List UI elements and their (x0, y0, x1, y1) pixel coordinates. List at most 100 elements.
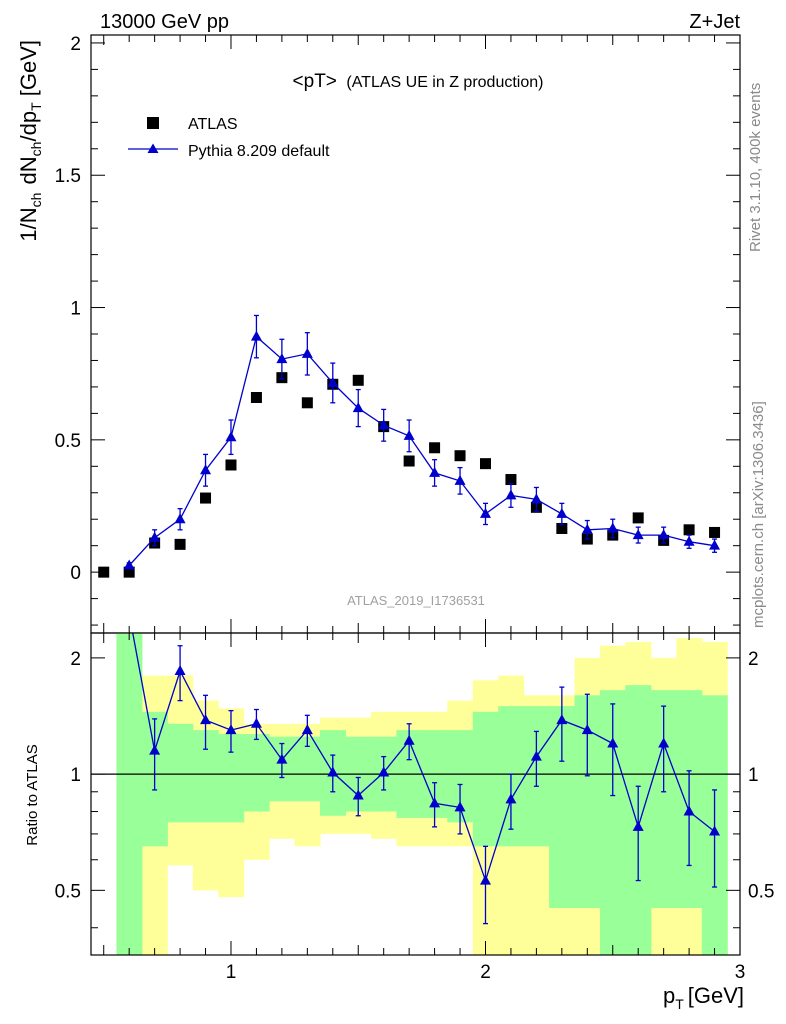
ratio-pythia-point (632, 820, 644, 831)
main-y-axis-label: 1/Nch dNch/dpT [GeV] (16, 40, 44, 242)
atlas-data-point (352, 374, 364, 386)
main-y-tick-label: 0 (70, 563, 81, 584)
legend-atlas-label: ATLAS (188, 116, 238, 133)
ratio-pythia-curve (124, 608, 721, 925)
ratio-y-tick-label-right: 0.5 (748, 881, 774, 902)
pythia-point (454, 474, 466, 485)
ratio-pythia-point (479, 874, 491, 885)
ratio-pythia-point (225, 724, 237, 735)
pythia-point (378, 419, 390, 430)
pythia-point (327, 376, 339, 387)
ratio-uncertainty-bands (116, 633, 728, 955)
pythia-point (225, 431, 237, 442)
atlas-data-point (454, 450, 466, 462)
ratio-y-tick-label-left: 1 (70, 765, 81, 786)
plot-title-rest: (ATLAS UE in Z production) (346, 74, 543, 91)
pythia-point (149, 531, 161, 542)
atlas-data-point (250, 392, 262, 404)
legend: ATLAS Pythia 8.209 default (128, 116, 330, 160)
atlas-data-point (683, 524, 695, 536)
ratio-x-tick-label: 2 (480, 962, 491, 983)
ratio-y-tick-label-right: 1 (748, 765, 759, 786)
main-y-tick-label: 1.5 (55, 166, 81, 187)
atlas-data-point (98, 566, 110, 578)
ratio-x-tick-label: 3 (735, 962, 746, 983)
legend-pythia-label: Pythia 8.209 default (188, 143, 330, 160)
ratio-y-tick-label-left: 0.5 (55, 881, 81, 902)
pythia-point (505, 489, 517, 500)
ratio-pythia-point (505, 793, 517, 804)
rivet-version-label: Rivet 3.1.10, 400k events (747, 83, 764, 252)
analysis-id-watermark: ATLAS_2019_I1736531 (347, 593, 485, 608)
atlas-data-point (174, 538, 186, 550)
legend-pythia-marker (147, 143, 159, 153)
ratio-x-tick-label: 1 (226, 962, 237, 983)
pythia-point (276, 353, 288, 364)
ratio-pythia-point (581, 724, 593, 735)
ratio-y-axis-label: Ratio to ATLAS (24, 744, 41, 845)
ratio-pythia-point (378, 766, 390, 777)
ratio-pythia-point (556, 714, 568, 725)
pythia-point (658, 529, 670, 540)
ratio-pythia-point (607, 737, 619, 748)
ratio-x-tick-labels: 1 2 3 (226, 962, 746, 983)
pythia-point (123, 559, 135, 570)
ratio-pythia-point (709, 825, 721, 836)
ratio-pythia-point (124, 608, 135, 618)
ratio-y-tick-label-right: 2 (748, 649, 759, 670)
atlas-data-point (632, 512, 644, 524)
ratio-pythia-point (683, 805, 695, 816)
plot-title-main: <pT> (293, 71, 337, 92)
mcplots-label: mcplots.cern.ch [arXiv:1306.3436] (750, 401, 767, 628)
pythia-point (479, 507, 491, 518)
pythia-point (709, 539, 721, 550)
pythia-point (250, 330, 262, 341)
pythia-point (607, 522, 619, 533)
ratio-pythia-line (132, 633, 715, 883)
atlas-data-point (709, 526, 721, 538)
pythia-point (174, 513, 186, 524)
pythia-point (581, 523, 593, 534)
ratio-pythia-point (250, 717, 262, 728)
pythia-point (429, 466, 441, 477)
ratio-pythia-point (276, 753, 288, 764)
pythia-point (301, 347, 313, 358)
pythia-point (200, 464, 212, 475)
ratio-pythia-point (174, 664, 186, 675)
atlas-data-point (403, 455, 415, 467)
main-y-tick-label: 0.5 (55, 431, 81, 452)
ratio-pythia-point (352, 789, 364, 800)
atlas-data-point (123, 566, 135, 578)
pythia-mc-curve (123, 314, 721, 570)
main-y-tick-label: 1 (70, 299, 81, 320)
pythia-point (352, 402, 364, 413)
ratio-pythia-point (327, 766, 339, 777)
pythia-point (530, 493, 542, 504)
atlas-data-point (200, 492, 212, 504)
pythia-point (403, 429, 415, 440)
pythia-point (683, 535, 695, 546)
ratio-panel-frame (90, 632, 741, 956)
atlas-data-point (429, 442, 441, 454)
inner-band-bin (472, 711, 499, 847)
x-axis-label: pT [GeV] (663, 983, 744, 1012)
main-panel-ticks (91, 35, 741, 633)
ratio-pythia-point (658, 737, 670, 748)
beam-energy-label: 13000 GeV pp (100, 11, 229, 33)
atlas-data-point (505, 474, 517, 486)
atlas-data-points (98, 372, 721, 578)
atlas-data-point (225, 459, 237, 471)
ratio-pythia-point (429, 797, 441, 808)
plot-title: <pT> (ATLAS UE in Z production) (293, 71, 544, 92)
ratio-y-tick-label-left: 2 (70, 649, 81, 670)
ratio-pythia-point (301, 724, 313, 735)
pythia-line (128, 335, 715, 566)
ratio-pythia-point (403, 734, 415, 745)
ratio-pythia-point (530, 750, 542, 761)
main-y-tick-label: 2 (70, 34, 81, 55)
main-y-tick-labels: 0 0.5 1 1.5 2 (55, 34, 81, 584)
ratio-pythia-point (454, 801, 466, 812)
inner-band-bin (243, 734, 270, 812)
inner-band-bin (294, 736, 321, 802)
